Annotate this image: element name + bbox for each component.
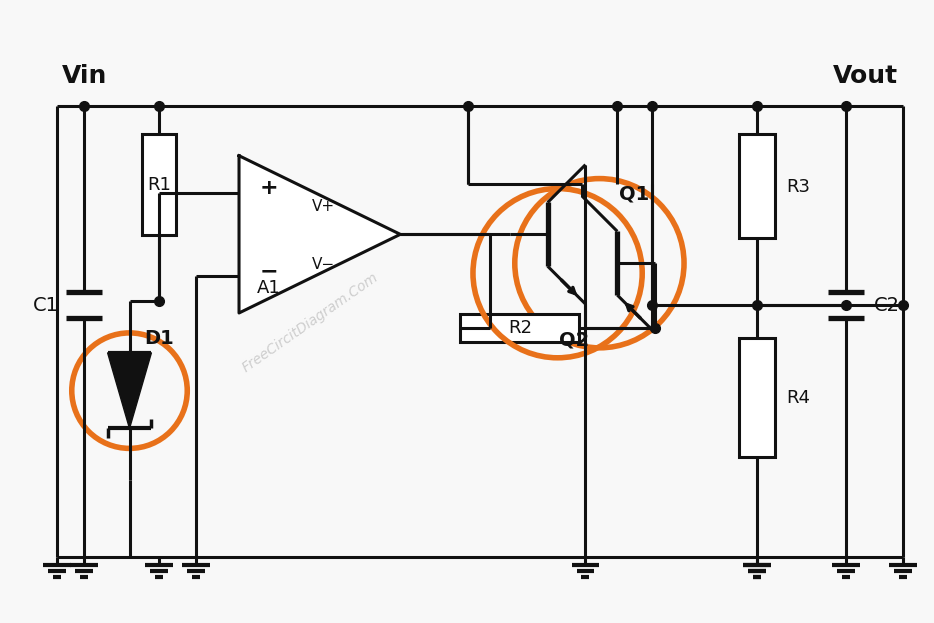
Text: A1: A1 <box>257 279 281 297</box>
Text: V+: V+ <box>312 199 335 214</box>
Text: FreeCircitDiagram.Com: FreeCircitDiagram.Com <box>240 270 381 376</box>
Text: D1: D1 <box>145 330 175 348</box>
Text: Q1: Q1 <box>619 184 649 203</box>
Text: C1: C1 <box>33 295 59 315</box>
Text: Vin: Vin <box>62 64 107 88</box>
Text: −: − <box>260 261 278 281</box>
Polygon shape <box>239 156 401 313</box>
Text: V−: V− <box>312 257 335 272</box>
Bar <box>739 338 774 457</box>
Text: +: + <box>260 178 278 197</box>
Text: Q2: Q2 <box>559 330 589 350</box>
Bar <box>460 314 579 342</box>
Text: C2: C2 <box>874 295 900 315</box>
Text: R4: R4 <box>786 389 811 407</box>
Text: Vout: Vout <box>833 64 899 88</box>
Bar <box>739 134 774 239</box>
Polygon shape <box>107 353 151 429</box>
Text: R1: R1 <box>148 176 171 194</box>
Text: R2: R2 <box>508 319 531 337</box>
Bar <box>143 134 177 235</box>
Text: R3: R3 <box>786 178 811 196</box>
